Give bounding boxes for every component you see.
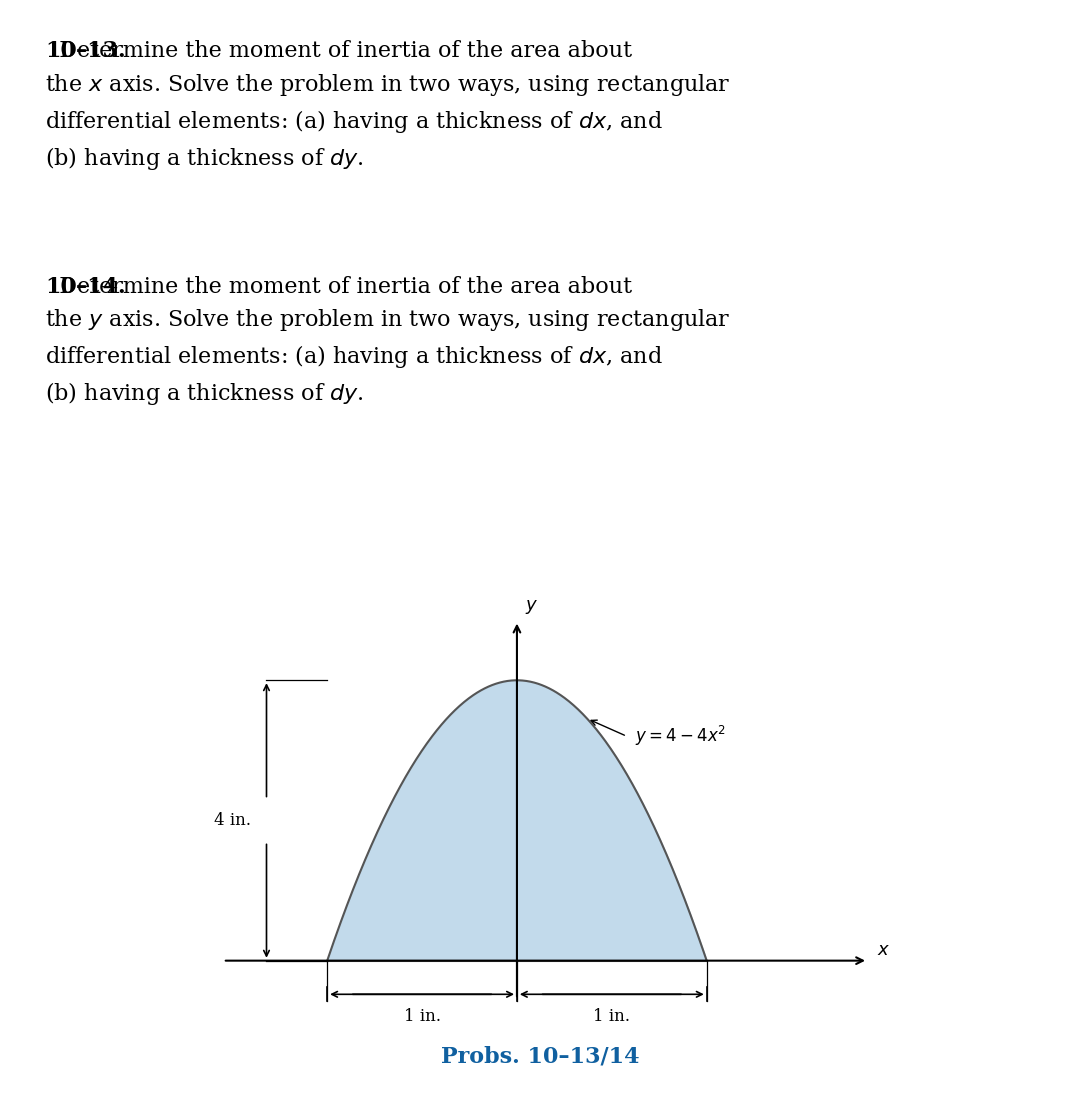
Text: 4 in.: 4 in. — [214, 811, 252, 829]
Text: $y$: $y$ — [525, 597, 538, 616]
Text: 10–13.: 10–13. — [45, 40, 126, 62]
Text: 1 in.: 1 in. — [404, 1008, 441, 1026]
Text: Probs. 10–13/14: Probs. 10–13/14 — [441, 1045, 639, 1068]
Text: Determine the moment of inertia of the area about
the $y$ axis. Solve the proble: Determine the moment of inertia of the a… — [45, 276, 731, 407]
Text: Determine the moment of inertia of the area about
the $x$ axis. Solve the proble: Determine the moment of inertia of the a… — [45, 40, 731, 172]
Text: 1 in.: 1 in. — [593, 1008, 631, 1026]
Text: $y = 4 - 4x^2$: $y = 4 - 4x^2$ — [635, 724, 726, 749]
Text: $x$: $x$ — [877, 942, 891, 959]
Text: 10–14.: 10–14. — [45, 276, 126, 298]
